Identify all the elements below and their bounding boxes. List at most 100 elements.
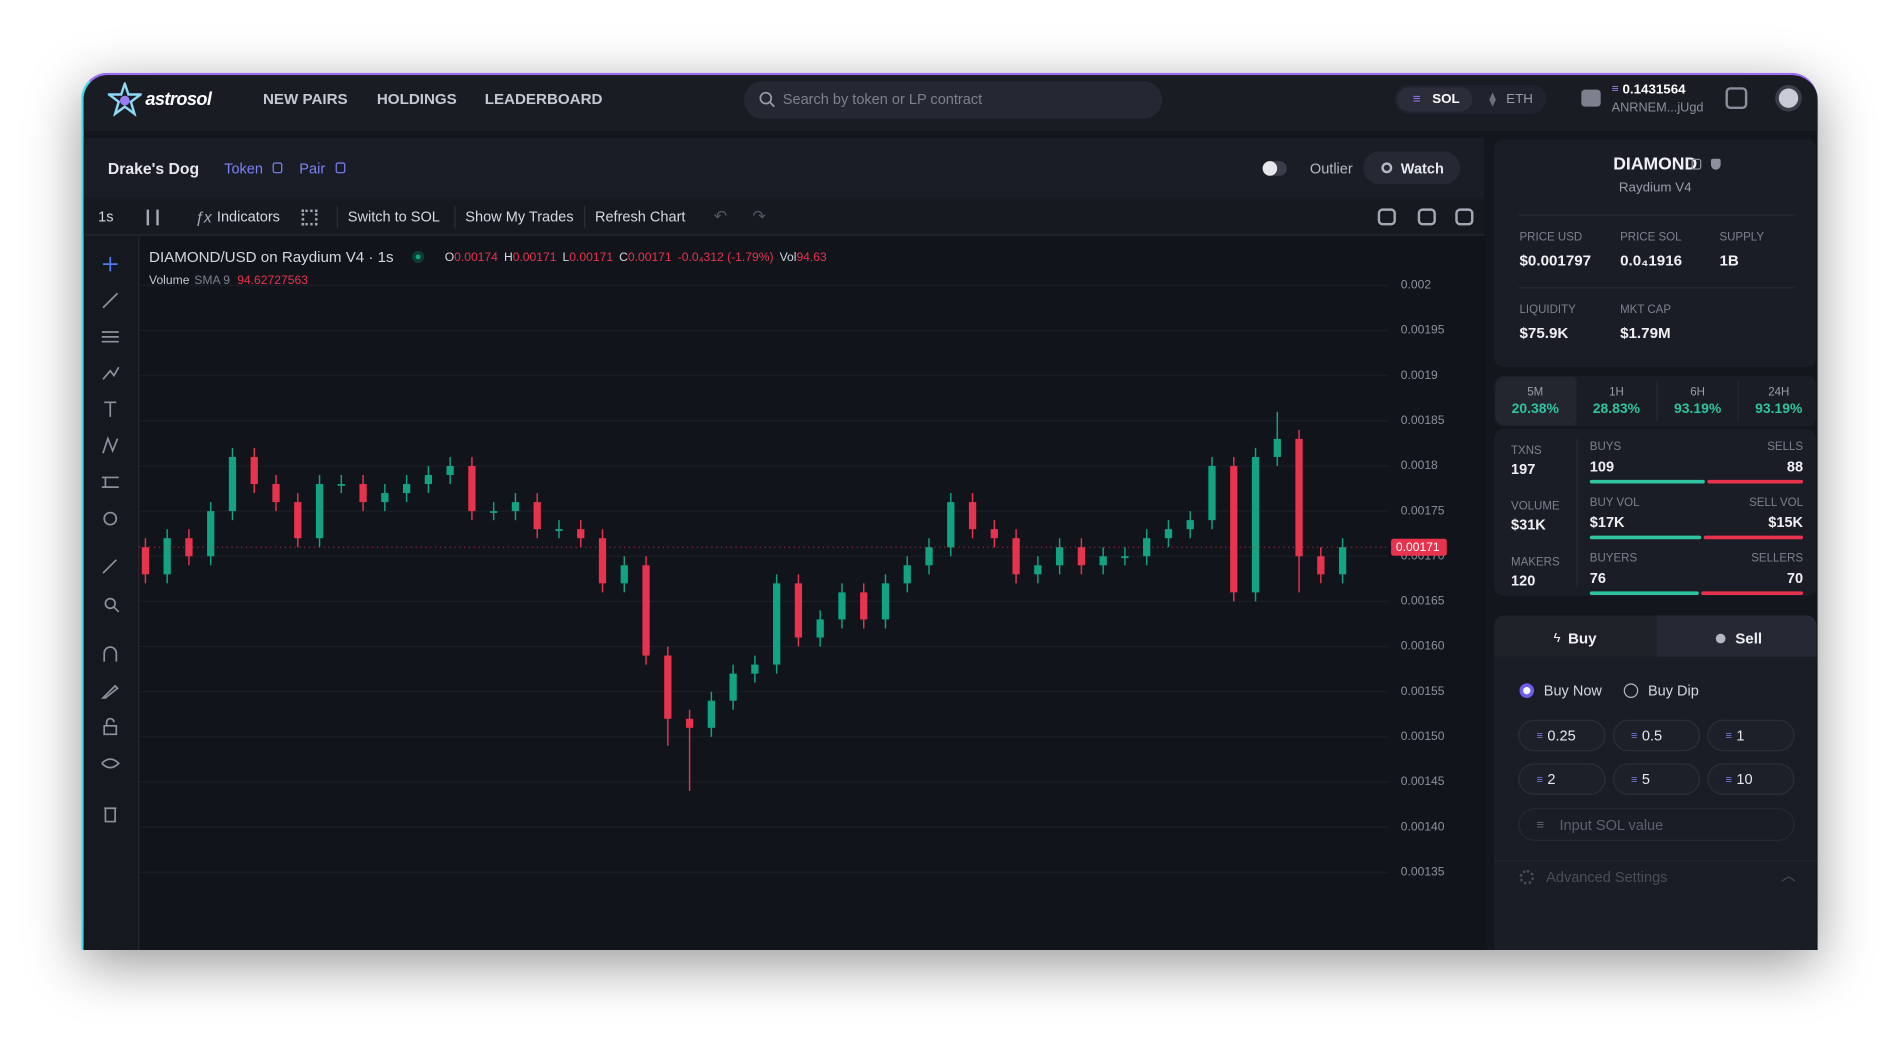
candle-body [424, 474, 433, 485]
nav-link[interactable]: NEW PAIRS [262, 90, 348, 108]
legend-key: H [504, 250, 513, 264]
toolbar-icon[interactable] [1455, 208, 1474, 226]
y-tick-label: 0.0018 [1401, 458, 1438, 472]
timeframe-divider [1656, 380, 1658, 422]
y-tick-label: 0.00155 [1401, 684, 1445, 698]
interval[interactable]: 1s [98, 208, 114, 226]
legend-key: C [619, 250, 628, 264]
timeframe-label[interactable]: 6H [1690, 385, 1705, 400]
drawing-tool-icon [102, 366, 120, 380]
side-value: $15K [1768, 513, 1804, 531]
sol-icon: ≡ [1536, 729, 1543, 742]
layout-icon[interactable] [301, 209, 318, 226]
candle-body [381, 493, 389, 503]
pair-link[interactable]: Pair [299, 159, 326, 177]
candle-body [1099, 556, 1107, 566]
toolbar-action[interactable]: Refresh Chart [594, 208, 686, 226]
amount-button[interactable] [1707, 719, 1795, 752]
chart-toolbar [83, 198, 1485, 237]
legend-value: 0.00171 [628, 250, 672, 264]
amount-button[interactable] [1518, 763, 1606, 795]
txn-card [1494, 428, 1817, 597]
candle-body [816, 619, 824, 638]
divider [1518, 287, 1795, 289]
drawing-tool-icon [102, 436, 119, 454]
toolbar-separator [584, 205, 586, 228]
candle-body [707, 700, 715, 728]
watch-label: Watch [1400, 159, 1444, 177]
buy-tab[interactable] [1494, 615, 1657, 657]
toolbar-action[interactable]: Show My Trades [465, 208, 574, 226]
amount-button[interactable] [1612, 763, 1701, 795]
timeframe-divider [1737, 380, 1739, 422]
sell-tab-label: Sell [1735, 630, 1763, 648]
txn-divider [1576, 438, 1578, 587]
amount-button[interactable] [1707, 763, 1795, 795]
toolbar-action[interactable]: Switch to SOL [347, 208, 440, 226]
amount-label: 5 [1641, 770, 1650, 788]
y-tick-label: 0.00175 [1401, 503, 1445, 517]
scan-icon[interactable] [1725, 87, 1748, 110]
divider [1494, 860, 1817, 862]
copy-icon [1691, 158, 1702, 170]
legend-key: L [563, 250, 570, 264]
drawing-tool-icon [102, 559, 117, 574]
candle-body [598, 538, 607, 584]
amount-button[interactable] [1612, 719, 1701, 752]
amount-label: 0.25 [1547, 727, 1576, 745]
amount-label: 10 [1736, 770, 1753, 788]
timeframe-label[interactable]: 5M [1527, 385, 1544, 400]
toolbar-icon[interactable] [1417, 208, 1436, 226]
pair-bar [83, 138, 1485, 199]
token-card [1494, 139, 1817, 368]
candle-body [990, 529, 998, 539]
legend-value: 94.63 [796, 250, 827, 264]
chain-eth[interactable]: ETH [1506, 92, 1533, 107]
radio-off[interactable] [1623, 683, 1639, 698]
candle-body [294, 502, 302, 539]
candle-body [272, 484, 280, 503]
y-tick-label: 0.00195 [1401, 323, 1445, 337]
candle-body [1317, 556, 1325, 575]
candle-body [1143, 538, 1151, 557]
candle-body [533, 502, 541, 530]
search-box[interactable] [744, 81, 1163, 119]
tab-icon: ϟ [1553, 631, 1561, 646]
sell-tab[interactable] [1656, 615, 1817, 657]
candle-body [228, 456, 237, 512]
nav-link[interactable]: HOLDINGS [376, 90, 457, 108]
y-tick-label: 0.002 [1401, 278, 1432, 292]
candle-body [141, 547, 150, 575]
avatar[interactable] [1775, 84, 1802, 112]
sol-input[interactable] [1518, 808, 1795, 841]
watch-icon [1381, 162, 1393, 174]
timeframe-label[interactable]: 1H [1609, 385, 1624, 400]
toggle-knob [1262, 161, 1278, 176]
timeframe-label[interactable]: 24H [1768, 385, 1790, 400]
txn-value: 197 [1511, 460, 1536, 478]
watch-button[interactable] [1363, 151, 1461, 185]
pair-link[interactable]: Token [224, 159, 263, 177]
radio-on[interactable] [1519, 683, 1535, 698]
sol-pill[interactable] [1397, 87, 1473, 112]
candle-body [1230, 465, 1238, 593]
drawing-tool-icon [101, 331, 119, 343]
candle-type-icon[interactable] [146, 209, 159, 226]
y-tick-label: 0.0019 [1401, 368, 1438, 382]
candle-body [947, 502, 955, 548]
side-value: $17K [1589, 513, 1625, 531]
indicators[interactable]: Indicators [216, 208, 280, 226]
timeframe-change: 93.19% [1673, 402, 1722, 417]
amount-button[interactable] [1518, 719, 1606, 752]
nav-link[interactable]: LEADERBOARD [484, 90, 603, 108]
toolbar-icon[interactable] [1377, 208, 1396, 226]
y-tick-label: 0.00140 [1401, 819, 1445, 833]
brand[interactable]: astrosol [145, 89, 212, 110]
legend-value: 0.00171 [569, 250, 613, 264]
legend-key: O [445, 250, 454, 264]
advanced-settings[interactable]: Advanced Settings [1546, 868, 1668, 886]
indicator-icon: ƒx [195, 207, 212, 226]
y-tick-label: 0.00185 [1401, 413, 1445, 427]
sell-bar [1703, 535, 1804, 540]
candle-body [468, 465, 476, 512]
